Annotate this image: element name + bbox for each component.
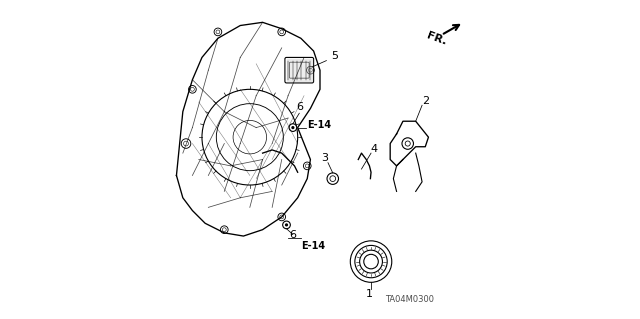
Circle shape: [289, 124, 297, 131]
Text: 5: 5: [331, 51, 338, 61]
Text: E-14: E-14: [307, 120, 332, 130]
Text: FR.: FR.: [425, 30, 448, 47]
Text: E-14: E-14: [301, 241, 325, 251]
Circle shape: [285, 223, 288, 226]
Text: TA04M0300: TA04M0300: [385, 295, 434, 304]
Circle shape: [283, 221, 291, 229]
Text: 1: 1: [366, 289, 373, 299]
Text: 6: 6: [289, 230, 296, 240]
Text: 2: 2: [422, 96, 429, 106]
Text: 6: 6: [296, 102, 303, 112]
Text: 4: 4: [371, 144, 378, 153]
Text: 3: 3: [321, 153, 328, 163]
Circle shape: [291, 126, 294, 129]
